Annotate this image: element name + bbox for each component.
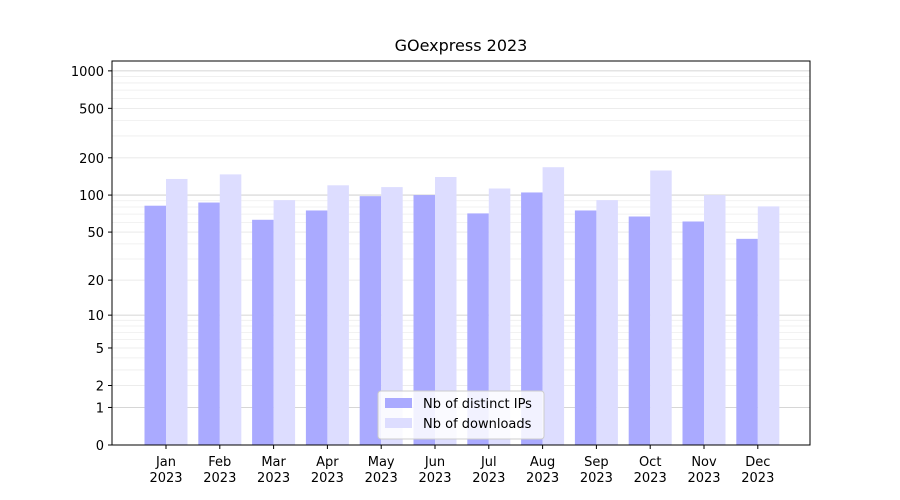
x-tick-label-year: 2023 [526, 471, 559, 486]
x-tick-label-year: 2023 [634, 471, 667, 486]
chart-title: GOexpress 2023 [395, 36, 528, 55]
bar-distinct-ips [144, 205, 166, 445]
x-tick-label-year: 2023 [149, 471, 182, 486]
y-tick-label: 100 [79, 189, 104, 204]
x-tick-label-year: 2023 [365, 471, 398, 486]
y-tick-label: 2 [96, 380, 104, 395]
x-tick-label-month: Aug [530, 455, 555, 470]
y-axis: 0 1 2 5 10 20 50 100 200 500 1000 [71, 65, 112, 454]
bar-distinct-ips [305, 210, 328, 445]
x-tick-label-month: Feb [208, 455, 231, 470]
bar-downloads [650, 170, 672, 445]
bar-distinct-ips [628, 216, 651, 445]
bars-layer [144, 167, 780, 445]
bar-downloads [381, 187, 403, 445]
x-tick-label-month: Jul [480, 455, 497, 470]
x-tick-label-month: Nov [691, 455, 717, 470]
y-tick-label: 1 [96, 401, 104, 416]
y-tick-label: 5 [96, 342, 104, 357]
bar-distinct-ips [252, 219, 274, 445]
bar-distinct-ips [467, 213, 489, 445]
x-tick-label-month: Dec [745, 455, 770, 470]
x-tick-label-year: 2023 [203, 471, 236, 486]
x-tick-label-year: 2023 [741, 471, 774, 486]
x-tick-label-month: Sep [584, 455, 609, 470]
bar-downloads [327, 185, 349, 445]
x-tick-label-month: Jan [155, 455, 176, 470]
legend-swatch [385, 418, 412, 428]
bar-downloads [273, 200, 296, 445]
legend-swatch [385, 398, 412, 408]
plot-frame [111, 60, 811, 446]
legend-box [377, 390, 545, 440]
bar-distinct-ips [682, 221, 704, 445]
bar-downloads [435, 177, 457, 445]
y-tick-label: 1000 [71, 65, 104, 80]
bar-distinct-ips [413, 195, 435, 445]
bar-downloads [704, 195, 726, 445]
x-tick-label-year: 2023 [472, 471, 505, 486]
bar-downloads [488, 188, 511, 445]
bar-distinct-ips [736, 238, 758, 445]
bar-downloads [219, 174, 242, 445]
x-tick-label-month: Oct [639, 455, 661, 470]
x-tick-label-month: Apr [316, 455, 339, 470]
bar-distinct-ips [359, 196, 382, 445]
legend-label: Nb of distinct IPs [423, 397, 532, 412]
y-tick-label: 20 [87, 274, 104, 289]
bar-distinct-ips [521, 192, 543, 445]
bar-downloads [166, 178, 188, 445]
x-tick-label-month: May [368, 455, 395, 470]
x-tick-label-year: 2023 [311, 471, 344, 486]
y-tick-label: 10 [87, 309, 104, 324]
legend-label: Nb of downloads [423, 417, 532, 432]
x-tick-label-month: Jun [424, 455, 445, 470]
y-tick-label: 200 [79, 152, 104, 167]
bar-distinct-ips [574, 210, 597, 445]
bar-downloads [596, 200, 618, 445]
bar-distinct-ips [198, 202, 220, 445]
x-axis: Jan2023Feb2023Mar2023Apr2023May2023Jun20… [149, 445, 774, 486]
bar-downloads [542, 167, 565, 445]
legend: Nb of distinct IPs Nb of downloads [377, 390, 545, 440]
bar-downloads [757, 206, 780, 445]
y-tick-label: 50 [87, 226, 104, 241]
x-tick-label-year: 2023 [580, 471, 613, 486]
x-tick-label-year: 2023 [687, 471, 720, 486]
x-tick-label-year: 2023 [418, 471, 451, 486]
x-tick-label-month: Mar [261, 455, 286, 470]
y-tick-label: 500 [79, 102, 104, 117]
y-tick-label: 0 [96, 439, 104, 454]
x-tick-label-year: 2023 [257, 471, 290, 486]
